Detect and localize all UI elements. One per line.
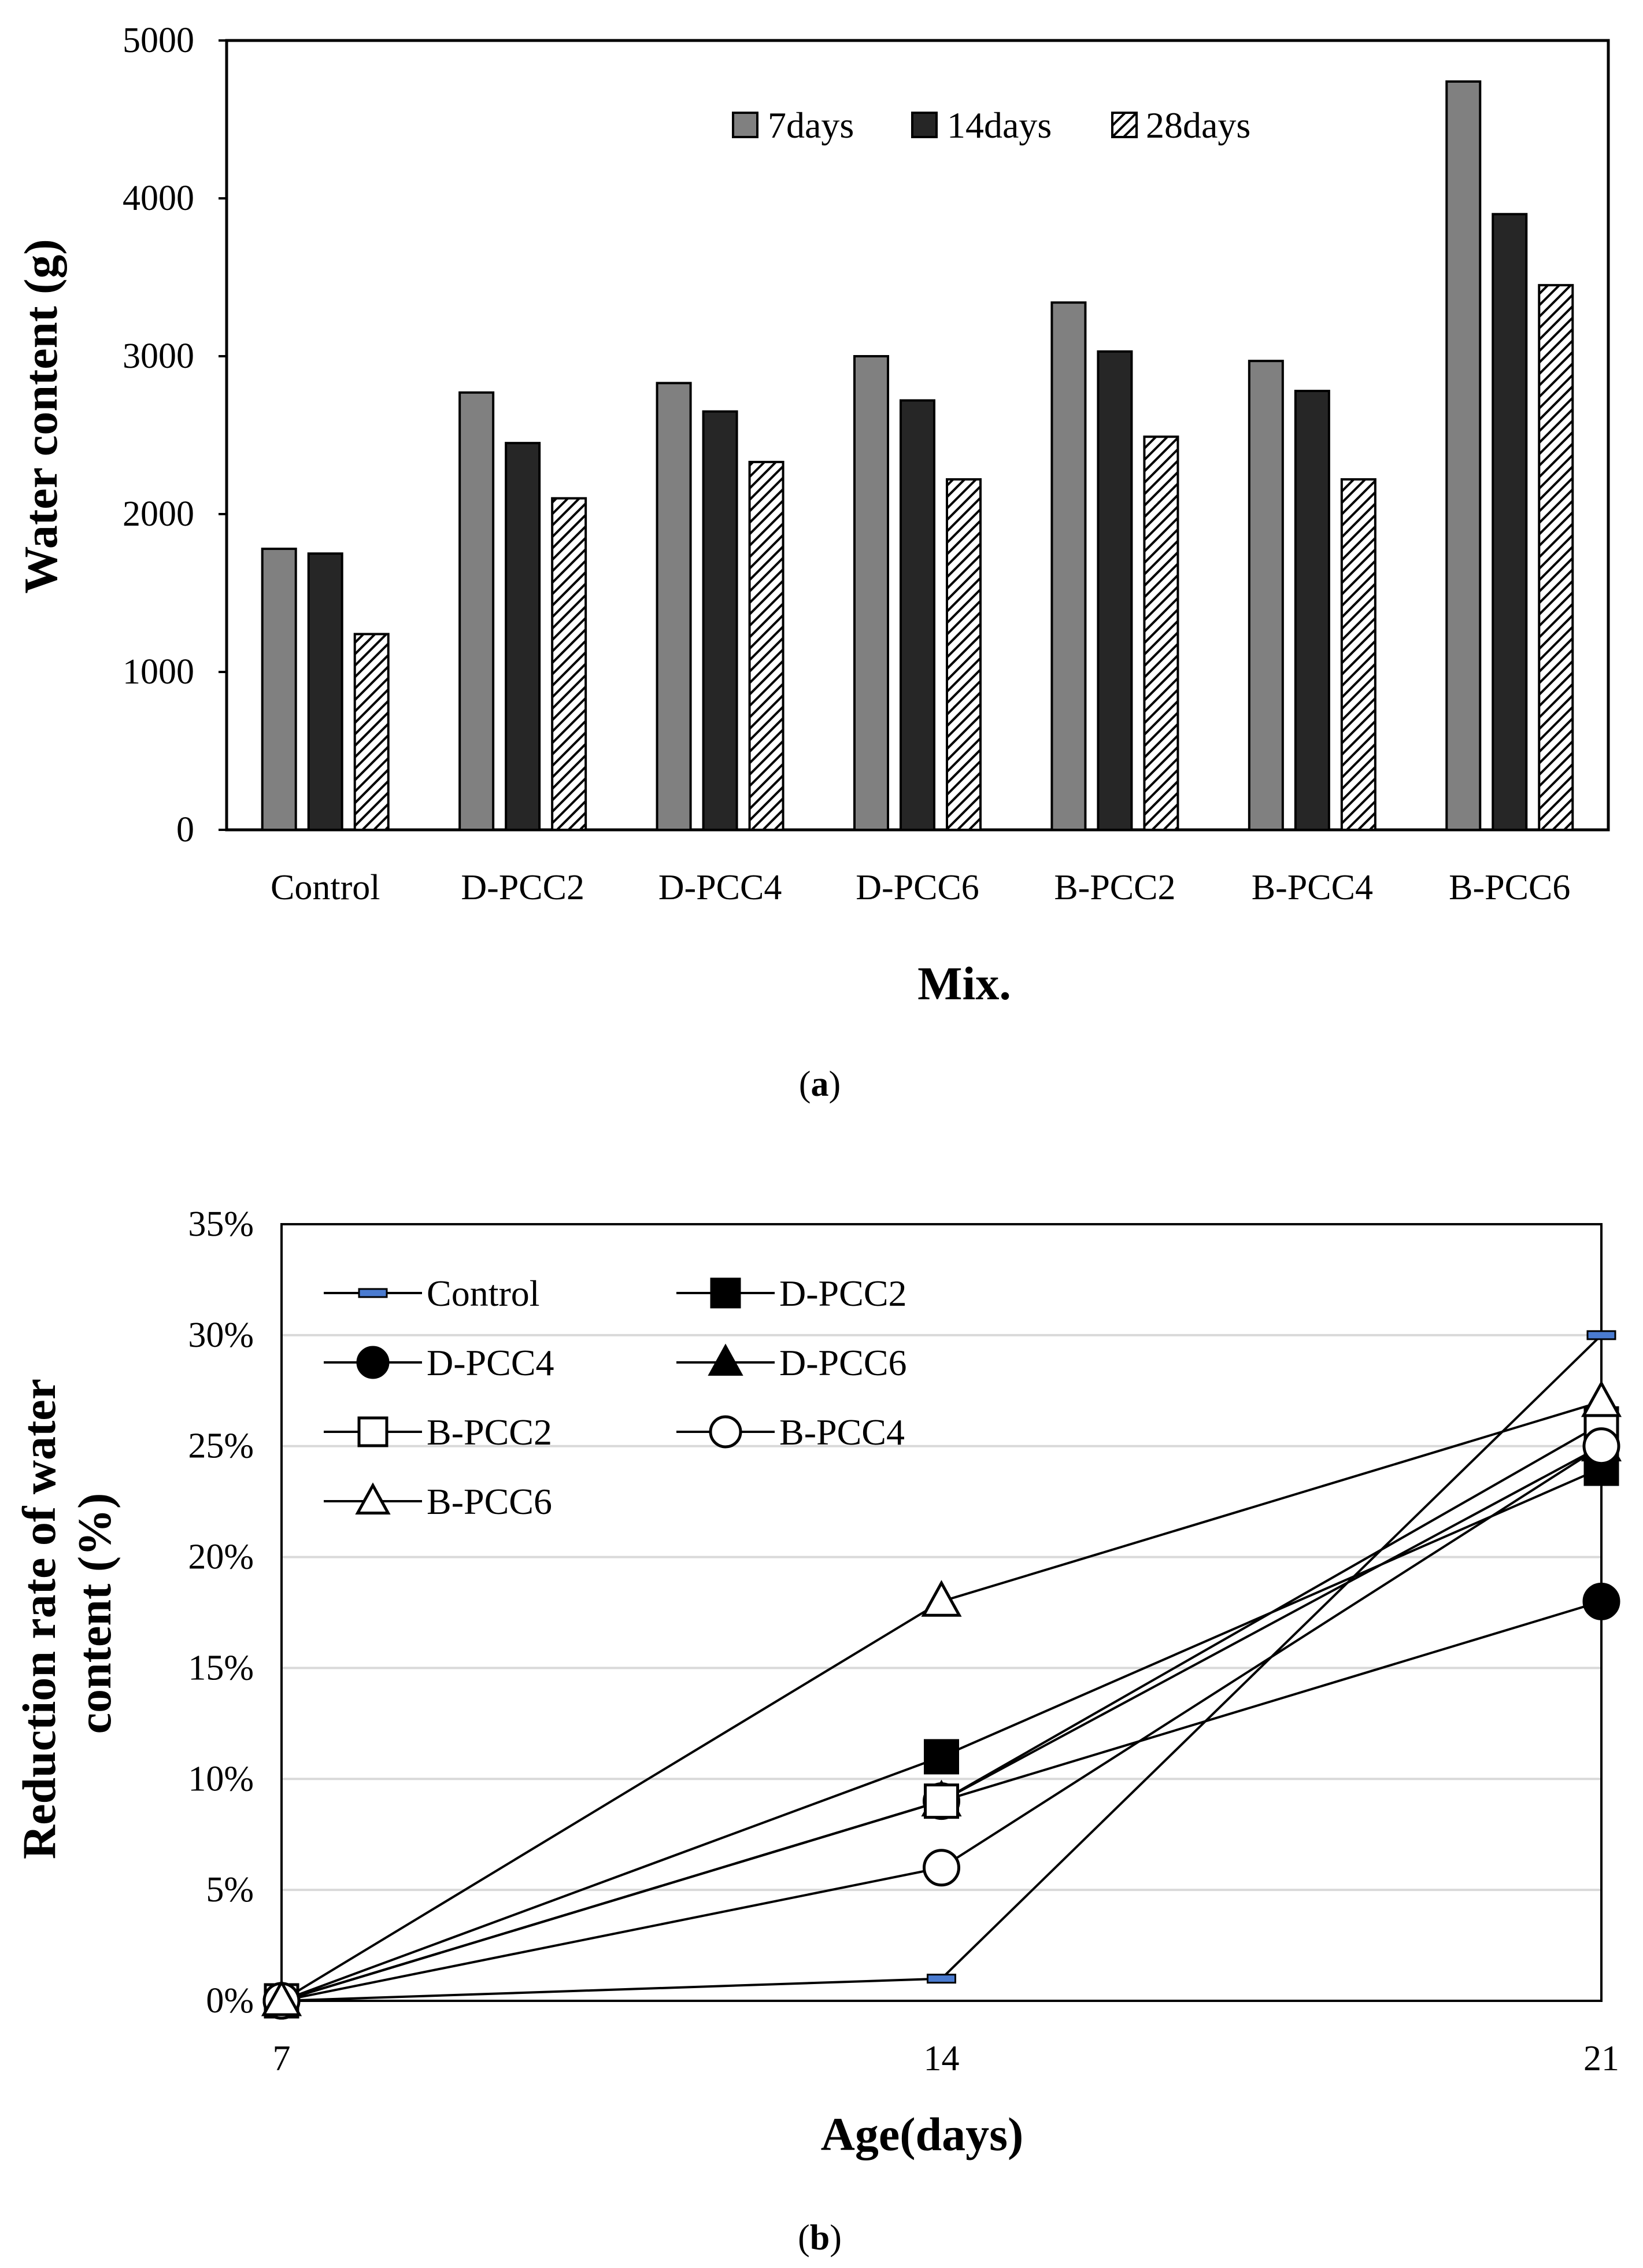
legend-label-b-pcc6: B-PCC6 [427, 1481, 552, 1522]
point-b-pcc2-day-14 [924, 1783, 959, 1819]
legend-label-d-pcc6: D-PCC6 [779, 1342, 907, 1383]
panel-b-y-axis-title-line-1: Reduction rate of water [13, 1379, 65, 1859]
legend-swatch-14days [911, 112, 938, 138]
panel-a-y-tick-1000: 1000 [123, 652, 194, 692]
panel-b-x-tick-7: 7 [273, 2039, 291, 2078]
point-control-day-14 [927, 1974, 956, 1984]
legend-label-b-pcc4: B-PCC4 [779, 1412, 905, 1453]
panel-a-caption: (a) [799, 1065, 841, 1104]
panel-b-y-axis-title-line-2: content (%) [68, 1493, 121, 1734]
panel-a-x-tick-b-pcc4: B-PCC4 [1252, 868, 1373, 907]
panel-a-x-tick-d-pcc2: D-PCC2 [461, 868, 584, 907]
bar-d-pcc4-28days [748, 460, 785, 831]
panel-b-y-tick-15-: 15% [188, 1648, 254, 1687]
panel-b-x-tick-labels: 7 14 21 [273, 2039, 1620, 2078]
point-b-pcc4-day-21 [1582, 1427, 1620, 1465]
panel-a-x-tick-b-pcc6: B-PCC6 [1449, 868, 1570, 907]
bar-b-pcc6-28days [1538, 284, 1574, 831]
legend-label-b-pcc2: B-PCC2 [427, 1412, 552, 1453]
legend-label-d-pcc2: D-PCC2 [779, 1273, 907, 1314]
panel-a-y-tick-4000: 4000 [123, 179, 194, 218]
panel-b-x-tick-14: 14 [924, 2039, 960, 2078]
bar-b-pcc6-7days [1445, 80, 1482, 832]
bar-d-pcc4-14days [702, 410, 738, 831]
panel-a-x-tick-labels: Control D-PCC2 D-PCC4 D-PCC6 B-PCC2 B-PCC4 B-P… [271, 868, 1570, 907]
panel-b-line-chart: 0% 5% 10% 15% 20% 25% 30% 35% 7 14 21 Control D-PC… [13, 1205, 1622, 2258]
bar-d-pcc6-14days [900, 399, 935, 831]
panel-a-x-tick-d-pcc4: D-PCC4 [658, 868, 782, 907]
panel-b-y-tick-25-: 25% [188, 1427, 254, 1466]
legend-label-d-pcc4: D-PCC4 [427, 1342, 554, 1383]
legend-marker-control [358, 1288, 388, 1298]
panel-b-y-tick-20-: 20% [188, 1538, 254, 1577]
bar-d-pcc6-7days [853, 355, 889, 831]
bar-d-pcc2-28days [551, 497, 587, 831]
panel-a-bars [261, 80, 1574, 832]
legend-marker-b-pcc6 [355, 1482, 391, 1515]
legend-marker-d-pcc6 [708, 1343, 743, 1376]
legend-marker-b-pcc4 [709, 1415, 742, 1449]
panel-b-y-axis-title: Reduction rate of water content (%) [13, 1368, 121, 1859]
panel-b-x-tick-21: 21 [1583, 2039, 1619, 2078]
point-d-pcc4-day-21 [1582, 1582, 1620, 1620]
panel-a-x-tick-control: Control [271, 868, 380, 907]
line-d-pcc2 [281, 1467, 1602, 2002]
bar-b-pcc4-7days [1248, 360, 1284, 831]
bar-d-pcc2-14days [505, 442, 541, 831]
point-control-day-21 [1586, 1330, 1616, 1340]
bar-b-pcc2-28days [1143, 435, 1179, 831]
panel-a-y-axis-title: Water content (g) [14, 239, 67, 593]
panel-a-y-tick-5000: 5000 [123, 21, 194, 60]
panel-a-x-axis-title: Mix. [917, 957, 1011, 1010]
bar-d-pcc6-28days [946, 478, 982, 831]
legend-marker-b-pcc2 [357, 1416, 388, 1447]
bar-d-pcc2-7days [458, 391, 495, 831]
point-b-pcc4-day-14 [923, 1849, 960, 1887]
legend-label-7days: 7days [768, 105, 854, 146]
legend-swatch-7days [732, 112, 758, 138]
legend-label-14days: 14days [947, 105, 1052, 146]
panel-a-y-tick-labels: 0 1000 2000 3000 4000 5000 [123, 21, 227, 849]
panel-a-bar-chart: 0 1000 2000 3000 4000 5000 Control D-PCC2 D-PCC… [14, 21, 1610, 1104]
legend-marker-d-pcc2 [710, 1277, 741, 1309]
bar-d-pcc4-7days [656, 382, 692, 831]
point-b-pcc6-day-14 [921, 1580, 962, 1617]
bar-b-pcc2-7days [1050, 301, 1087, 831]
bar-b-pcc6-14days [1492, 213, 1528, 831]
bar-control-28days [353, 633, 390, 831]
panel-a-y-tick-3000: 3000 [123, 337, 194, 376]
bar-b-pcc4-28days [1340, 478, 1376, 831]
bar-control-14days [307, 552, 343, 831]
legend-swatch-28days [1111, 112, 1138, 138]
bar-b-pcc4-14days [1294, 390, 1330, 831]
bar-control-7days [261, 548, 297, 831]
panel-b-y-tick-labels: 0% 5% 10% 15% 20% 25% 30% 35% [188, 1205, 254, 2020]
point-d-pcc2-day-14 [924, 1739, 959, 1775]
panel-b-y-tick-0-: 0% [206, 1981, 254, 2020]
panel-b-y-tick-30-: 30% [188, 1316, 254, 1355]
legend-marker-d-pcc4 [356, 1346, 390, 1379]
panel-b-legend: Control D-PCC2 D-PCC4 D-PCC6 B-PCC2 B-PCC4 B-P… [324, 1273, 907, 1522]
panel-b-y-tick-10-: 10% [188, 1759, 254, 1798]
panel-b-y-tick-5-: 5% [206, 1870, 254, 1909]
panel-a-x-tick-d-pcc6: D-PCC6 [856, 868, 979, 907]
panel-a-x-tick-b-pcc2: B-PCC2 [1054, 868, 1175, 907]
bar-b-pcc2-14days [1097, 350, 1133, 831]
legend-label-28days: 28days [1146, 105, 1250, 146]
legend-label-control: Control [427, 1273, 540, 1314]
panel-a-y-tick-2000: 2000 [123, 494, 194, 534]
point-b-pcc6-day-7 [261, 1979, 302, 2016]
panel-b-x-axis-title: Age(days) [821, 2108, 1024, 2160]
panel-b-series-markers [261, 1330, 1622, 2020]
panel-a-legend: 7days 14days 28days [732, 105, 1250, 146]
panel-a-y-tick-0: 0 [176, 810, 194, 849]
panel-b-caption: (b) [798, 2218, 842, 2258]
panel-b-y-tick-35-: 35% [188, 1205, 254, 1244]
point-b-pcc6-day-21 [1581, 1380, 1622, 1417]
